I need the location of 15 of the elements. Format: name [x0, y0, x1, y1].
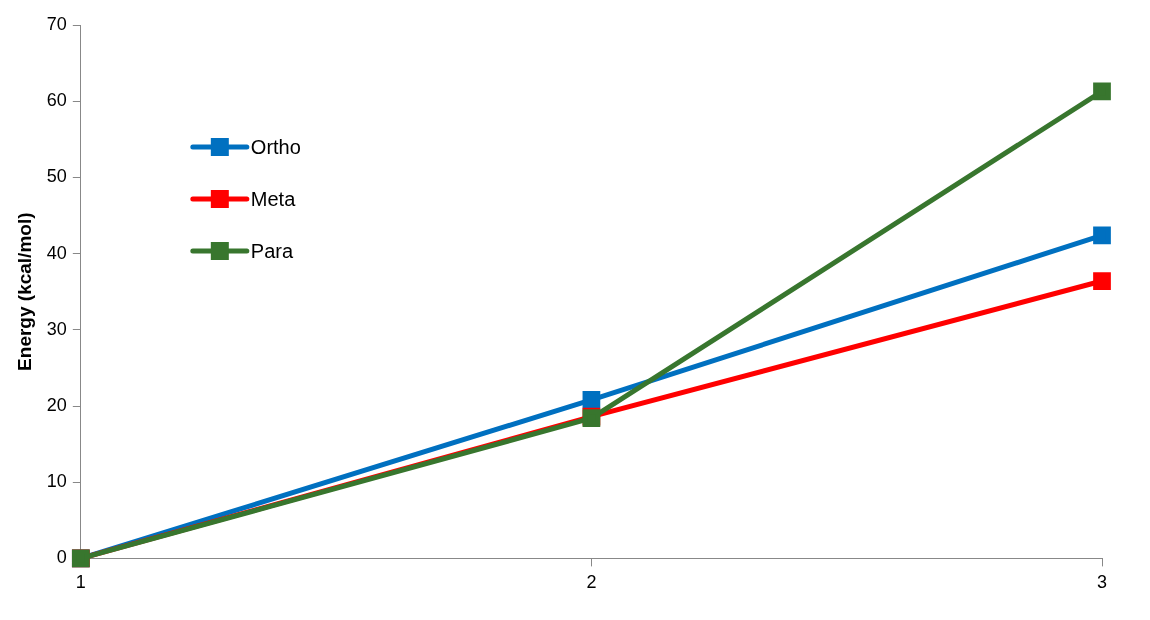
y-tick-label: 70 — [46, 13, 67, 34]
y-tick-label: 40 — [46, 242, 67, 263]
y-tick-label: 50 — [46, 166, 67, 187]
x-tick-label: 2 — [586, 572, 597, 593]
y-tick-label: 10 — [46, 471, 67, 492]
legend-label: Para — [250, 239, 294, 262]
legend-label: Meta — [250, 187, 297, 210]
y-tick-label: 0 — [56, 547, 67, 568]
y-tick-label: 30 — [46, 318, 67, 339]
legend-label: Ortho — [250, 135, 301, 158]
y-tick-label: 60 — [46, 90, 67, 111]
x-tick-label: 3 — [1096, 572, 1108, 593]
x-tick-label: 1 — [75, 572, 86, 593]
y-axis-title: Energy (kcal/mol) — [13, 212, 35, 371]
y-tick-label: 20 — [46, 394, 67, 415]
